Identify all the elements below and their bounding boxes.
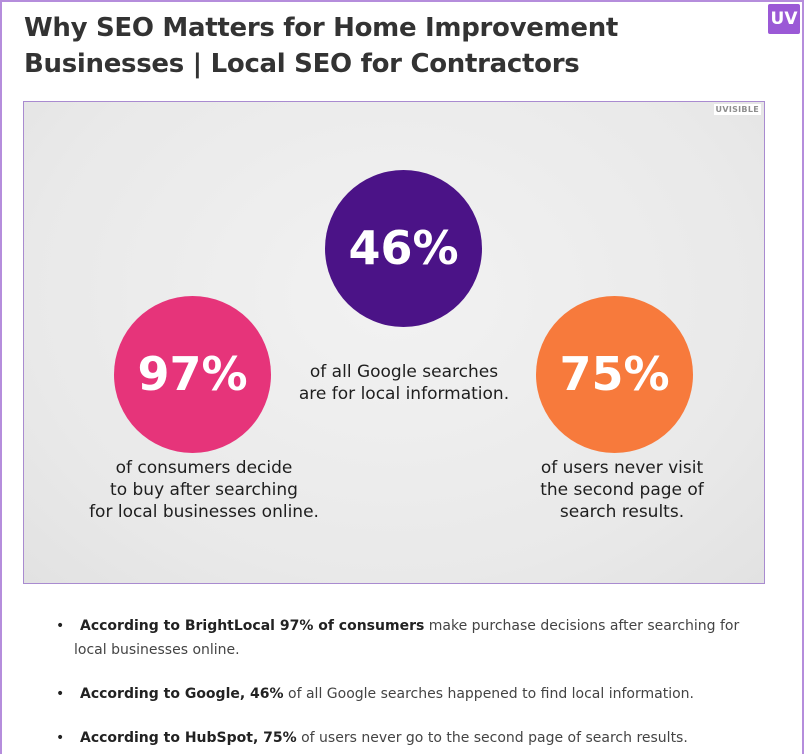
page-title-line-2: Businesses | Local SEO for Contractors [24,49,580,79]
stats-bullet-list: According to BrightLocal 97% of consumer… [56,614,776,750]
caption-line: of all Google searches [309,362,499,382]
stat-caption-46: of all Google searches are for local inf… [264,361,544,405]
caption-line: of users never visit [540,458,704,478]
watermark-logo: UVISIBLE [713,104,761,115]
caption-line: of consumers decide [115,458,293,478]
stat-circle-46: 46% [325,170,482,327]
caption-line: to buy after searching [110,480,298,500]
caption-line: are for local information. [298,384,510,404]
local-seo-stats-infographic: UVISIBLE 46% of all Google searches are … [23,101,765,584]
caption-line: the second page of [540,480,704,500]
list-item: According to BrightLocal 97% of consumer… [56,614,776,662]
stat-caption-75: of users never visit the second page of … [492,457,752,523]
bullet-text: of users never go to the second page of … [296,730,688,746]
brand-badge[interactable]: UV [768,4,800,34]
list-item: According to HubSpot, 75% of users never… [56,726,776,750]
page-title-line-1: Why SEO Matters for Home Improvement [24,13,619,43]
bullet-text: of all Google searches happened to find … [283,686,694,702]
bullet-text-continued: local businesses online. [74,642,240,658]
list-item: According to Google, 46% of all Google s… [56,682,776,706]
stat-circle-97: 97% [114,296,271,453]
bullet-text: make purchase decisions after searching … [424,618,740,634]
bullet-bold-source: According to HubSpot, 75% [80,730,297,746]
stat-caption-97: of consumers decide to buy after searchi… [54,457,354,523]
caption-line: search results. [559,502,685,522]
bullet-bold-source: According to Google, 46% [80,686,284,702]
page-title: Why SEO Matters for Home Improvement Bus… [24,10,744,82]
bullet-bold-source: According to BrightLocal 97% of consumer… [80,618,425,634]
stat-circle-75: 75% [536,296,693,453]
caption-line: for local businesses online. [89,502,319,522]
